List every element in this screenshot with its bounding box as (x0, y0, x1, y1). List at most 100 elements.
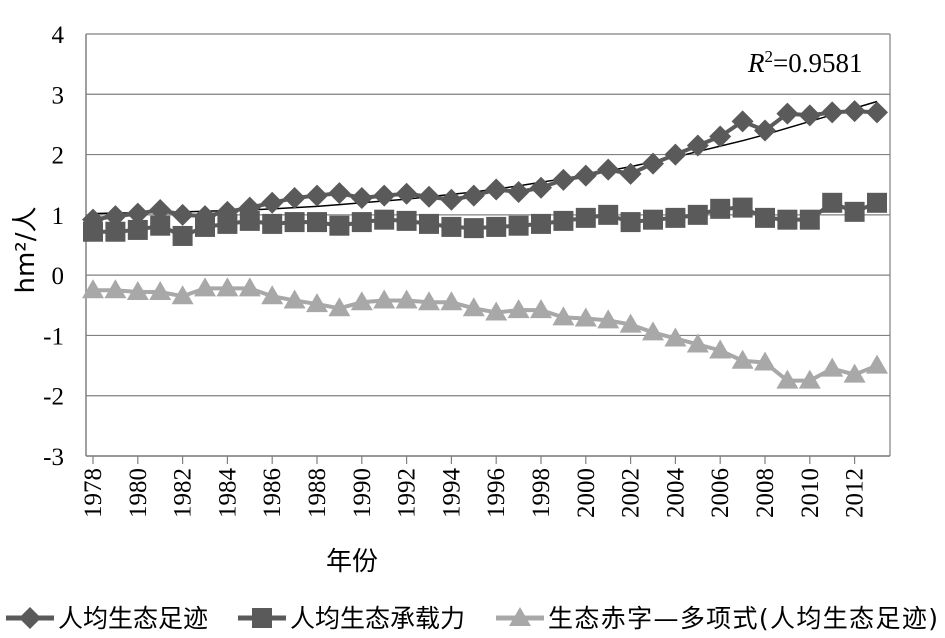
data-point-triangle (574, 307, 597, 327)
x-tick-label: 2010 (797, 468, 824, 518)
data-point-square (307, 212, 327, 233)
data-point-diamond (574, 164, 597, 187)
x-tick-label: 1996 (483, 468, 510, 518)
data-point-square (755, 207, 775, 228)
data-point-square (105, 221, 126, 242)
x-tick-label: 1984 (214, 468, 241, 519)
data-point-square (195, 216, 215, 237)
data-point-square (531, 213, 551, 234)
data-point-square (463, 218, 484, 239)
legend-item-1: 人均生态足迹 (6, 604, 208, 633)
r2-annotation: R2=0.9581 (747, 47, 862, 78)
x-tick-label: 2004 (662, 468, 689, 519)
y-tick-label: 1 (52, 203, 65, 230)
x-tick-label: 1988 (304, 468, 331, 518)
data-point-square (822, 192, 843, 213)
data-point-triangle (642, 321, 664, 341)
data-point-triangle (395, 289, 418, 309)
data-point-diamond (462, 184, 485, 207)
data-point-triangle (798, 369, 821, 389)
data-point-diamond (261, 191, 284, 214)
data-point-diamond (709, 125, 732, 148)
data-point-square (732, 197, 753, 218)
y-tick-label: 0 (52, 263, 65, 290)
x-tick-label: 1992 (394, 468, 421, 518)
data-point-square (441, 216, 462, 237)
y-axis-title: hm²/人 (11, 207, 41, 294)
data-point-diamond (104, 205, 127, 228)
data-point-diamond (373, 184, 396, 207)
data-point-square (486, 216, 507, 237)
data-point-triangle (373, 289, 396, 309)
data-point-square (687, 204, 708, 225)
data-point-triangle (126, 281, 149, 301)
data-point-triangle (82, 279, 104, 299)
data-point-diamond (530, 176, 552, 199)
data-point-square (598, 204, 619, 225)
x-tick-label: 1994 (438, 468, 465, 519)
x-axis-title: 年份 (326, 547, 378, 577)
legend-label: 生态赤字—多项式(人均生态足迹) (548, 604, 938, 633)
data-point-triangle (530, 299, 552, 319)
x-tick-label: 1990 (349, 468, 376, 518)
data-point-triangle (619, 313, 642, 333)
data-point-triangle (754, 351, 776, 371)
y-tick-label: 4 (52, 22, 65, 49)
data-point-square (710, 198, 731, 219)
data-point-diamond (754, 119, 776, 142)
data-point-square (284, 212, 305, 233)
x-tick-label: 1986 (259, 468, 286, 518)
data-point-triangle (597, 309, 620, 329)
data-point-square (262, 213, 283, 234)
data-point-triangle (194, 277, 216, 297)
x-tick-label: 2002 (618, 468, 645, 518)
data-point-diamond (395, 182, 418, 205)
data-point-square (799, 209, 820, 230)
data-point-diamond (821, 101, 844, 124)
x-tick-label: 1978 (80, 468, 107, 518)
data-point-diamond (776, 102, 799, 125)
legend-swatch-marker (19, 607, 41, 629)
legend-label: 人均生态承载力 (290, 604, 465, 633)
data-point-square (553, 210, 574, 231)
trendline (92, 100, 878, 215)
data-point-triangle (418, 291, 440, 311)
data-point-square (844, 201, 865, 222)
series-2 (83, 192, 887, 246)
data-point-triangle (866, 354, 888, 374)
data-point-triangle (507, 299, 530, 319)
data-point-square (396, 210, 417, 231)
data-point-diamond (126, 202, 149, 225)
data-point-diamond (686, 134, 709, 157)
data-point-triangle (462, 297, 485, 317)
legend-swatch-marker (252, 608, 272, 628)
data-point-diamond (642, 152, 664, 175)
data-point-square (351, 212, 372, 233)
legend-item-2: 人均生态承载力 (238, 604, 465, 633)
series-1 (82, 100, 888, 231)
data-point-diamond (664, 143, 687, 166)
data-point-triangle (306, 293, 328, 313)
data-point-triangle (776, 369, 799, 389)
data-point-square (777, 209, 798, 230)
data-point-triangle (283, 289, 306, 309)
data-point-triangle (104, 279, 127, 299)
x-tick-label: 2000 (573, 468, 600, 518)
x-tick-label: 1982 (170, 468, 197, 518)
data-point-square (508, 215, 529, 236)
data-point-square (575, 207, 596, 228)
data-point-triangle (149, 281, 172, 301)
data-point-square (172, 225, 193, 246)
legend-swatch-marker (509, 607, 531, 626)
data-point-diamond (283, 186, 306, 209)
x-tick-label: 2012 (842, 468, 869, 518)
data-point-diamond (440, 188, 463, 211)
data-point-triangle (686, 333, 709, 353)
legend-item-3: 生态赤字—多项式(人均生态足迹) (496, 604, 938, 633)
data-point-triangle (171, 285, 194, 305)
data-point-diamond (485, 178, 508, 201)
y-tick-label: 2 (52, 143, 65, 170)
y-tick-label: -3 (43, 444, 64, 471)
x-tick-label: 2006 (707, 468, 734, 518)
